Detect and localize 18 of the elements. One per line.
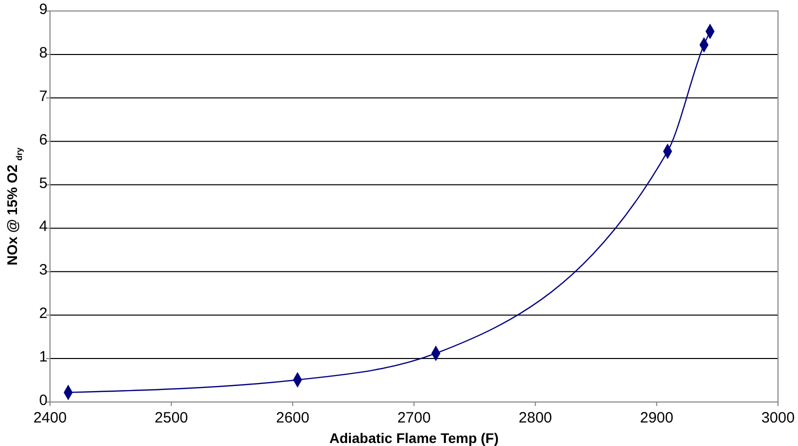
y-tick-label: 8 <box>39 44 48 62</box>
y-tick-label: 3 <box>39 262 48 279</box>
y-tick-label: 1 <box>39 348 48 366</box>
y-tick-label: 2 <box>39 305 48 322</box>
y-tick-label: 6 <box>39 131 48 148</box>
x-tick-label: 2900 <box>640 410 674 426</box>
y-tick-label: 0 <box>39 392 48 409</box>
x-tick-label: 2500 <box>154 410 188 426</box>
y-tick-label: 9 <box>39 1 48 18</box>
y-tick-label: 4 <box>39 218 48 236</box>
x-tick-label: 3000 <box>761 410 795 426</box>
x-tick-label: 2800 <box>518 410 552 426</box>
x-tick-label: 2600 <box>276 410 310 426</box>
x-axis-title: Adiabatic Flame Temp (F) <box>329 430 499 446</box>
y-tick-label: 5 <box>39 174 48 192</box>
x-tick-label: 2400 <box>33 410 67 426</box>
x-tick-label: 2700 <box>397 410 431 426</box>
y-tick-label: 7 <box>39 88 48 105</box>
